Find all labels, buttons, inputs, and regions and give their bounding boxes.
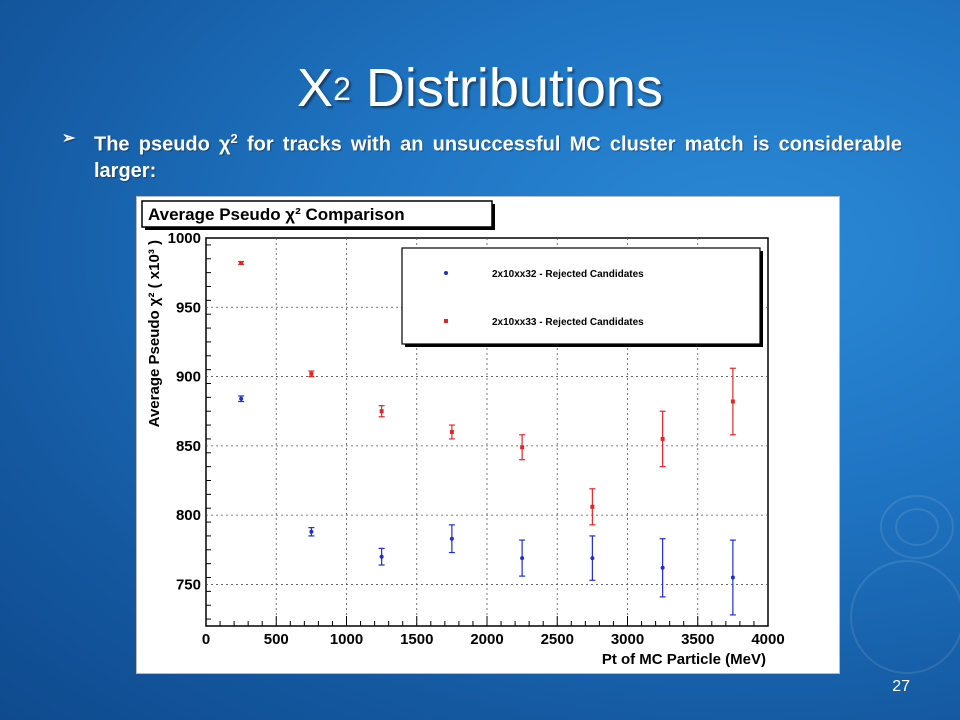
data-point — [590, 504, 595, 509]
bullet-text-part2: for tracks with an unsuccessful MC clust… — [94, 133, 902, 182]
chart-title: Average Pseudo χ² Comparison — [148, 205, 405, 224]
title-main: X — [297, 58, 334, 118]
bullet-text-part1: The pseudo χ — [94, 133, 231, 156]
bullet-text: The pseudo χ2 for tracks with an unsucce… — [94, 126, 902, 184]
x-tick-label: 1000 — [330, 631, 363, 648]
data-point — [309, 371, 314, 376]
data-point — [379, 409, 384, 414]
title-rest: Distributions — [350, 58, 663, 118]
x-axis-label: Pt of MC Particle (MeV) — [602, 651, 766, 668]
data-point — [660, 565, 665, 570]
data-point — [660, 436, 665, 441]
data-point — [309, 529, 314, 534]
bullet-point: ➢ The pseudo χ2 for tracks with an unsuc… — [62, 126, 902, 184]
data-point — [239, 260, 244, 265]
data-point — [449, 536, 454, 541]
data-point — [520, 556, 525, 561]
data-point — [449, 430, 454, 434]
title-superscript: 2 — [333, 71, 351, 107]
plot-layer: 0 500 1000 1500 2000 2500 3000 3500 4000 750 800 85… — [146, 230, 785, 668]
y-tick-label: 850 — [176, 438, 201, 455]
x-tick-label: 1500 — [400, 631, 433, 648]
arrow-bullet-icon: ➢ — [62, 130, 76, 147]
x-tick-label: 500 — [264, 631, 289, 648]
legend-label: 2x10xx32 - Rejected Candidates — [492, 269, 644, 280]
data-point — [520, 445, 525, 450]
background-swirl — [850, 560, 960, 674]
data-point — [590, 556, 595, 561]
x-tick-label: 2500 — [541, 631, 574, 648]
x-tick-label: 3000 — [611, 631, 644, 648]
data-point — [379, 554, 384, 559]
y-axis-label: Average Pseudo χ² ( x10³ ) — [146, 240, 163, 427]
chart-title-shadow — [145, 227, 495, 230]
legend-label: 2x10xx33 - Rejected Candidates — [492, 317, 644, 328]
background-swirl — [880, 495, 954, 559]
data-point — [239, 396, 244, 401]
legend-box — [401, 247, 761, 345]
x-tick-label: 4000 — [751, 631, 784, 648]
legend-marker — [444, 319, 448, 323]
x-tick-label: 0 — [202, 631, 210, 648]
page-number: 27 — [892, 678, 910, 695]
bullet-superscript: 2 — [230, 131, 238, 146]
data-point — [730, 575, 735, 580]
y-tick-label: 800 — [176, 507, 201, 524]
background-swirl — [895, 508, 939, 546]
y-tick-label: 750 — [176, 576, 201, 593]
chart-title-shadow — [492, 204, 495, 230]
data-point — [730, 399, 735, 404]
slide-title: X2 Distributions — [0, 56, 960, 127]
y-tick-label: 900 — [176, 369, 201, 386]
y-tick-label: 1000 — [168, 230, 201, 247]
y-tick-label: 950 — [176, 299, 201, 316]
chart-svg: Average Pseudo χ² Comparison 0 500 1000 150… — [136, 196, 840, 674]
chart-panel: Average Pseudo χ² Comparison 0 500 1000 150… — [136, 196, 840, 674]
x-tick-label: 2000 — [470, 631, 503, 648]
legend-marker — [444, 271, 448, 275]
x-tick-label: 3500 — [681, 631, 714, 648]
